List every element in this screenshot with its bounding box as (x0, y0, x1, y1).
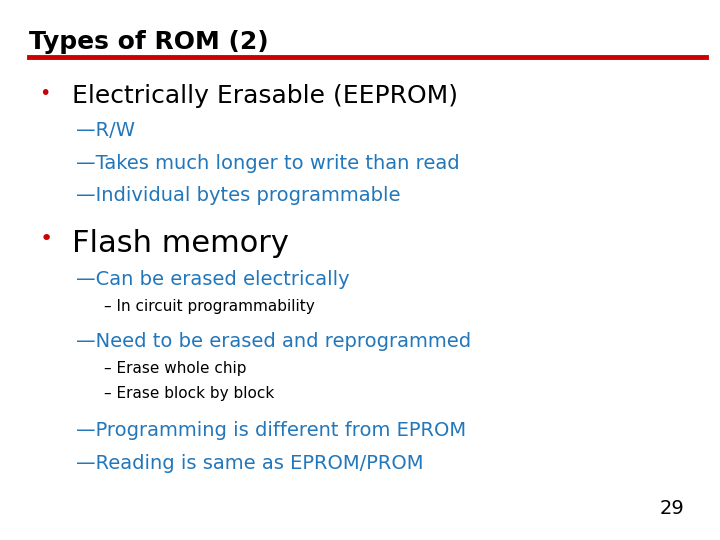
Text: —Programming is different from EPROM: —Programming is different from EPROM (76, 421, 466, 440)
Text: —Need to be erased and reprogrammed: —Need to be erased and reprogrammed (76, 332, 471, 351)
Text: •: • (40, 84, 51, 103)
Text: Flash memory: Flash memory (72, 230, 289, 259)
Text: 29: 29 (660, 500, 684, 518)
Text: Electrically Erasable (EEPROM): Electrically Erasable (EEPROM) (72, 84, 458, 107)
Text: Types of ROM (2): Types of ROM (2) (29, 30, 269, 53)
Text: – Erase block by block: – Erase block by block (104, 386, 274, 401)
Text: —Can be erased electrically: —Can be erased electrically (76, 270, 349, 289)
Text: —Individual bytes programmable: —Individual bytes programmable (76, 186, 400, 205)
Text: —Reading is same as EPROM/PROM: —Reading is same as EPROM/PROM (76, 454, 423, 472)
Text: •: • (40, 230, 53, 249)
Text: – Erase whole chip: – Erase whole chip (104, 361, 247, 376)
Text: – In circuit programmability: – In circuit programmability (104, 299, 315, 314)
Text: —R/W: —R/W (76, 122, 135, 140)
Text: —Takes much longer to write than read: —Takes much longer to write than read (76, 154, 459, 173)
